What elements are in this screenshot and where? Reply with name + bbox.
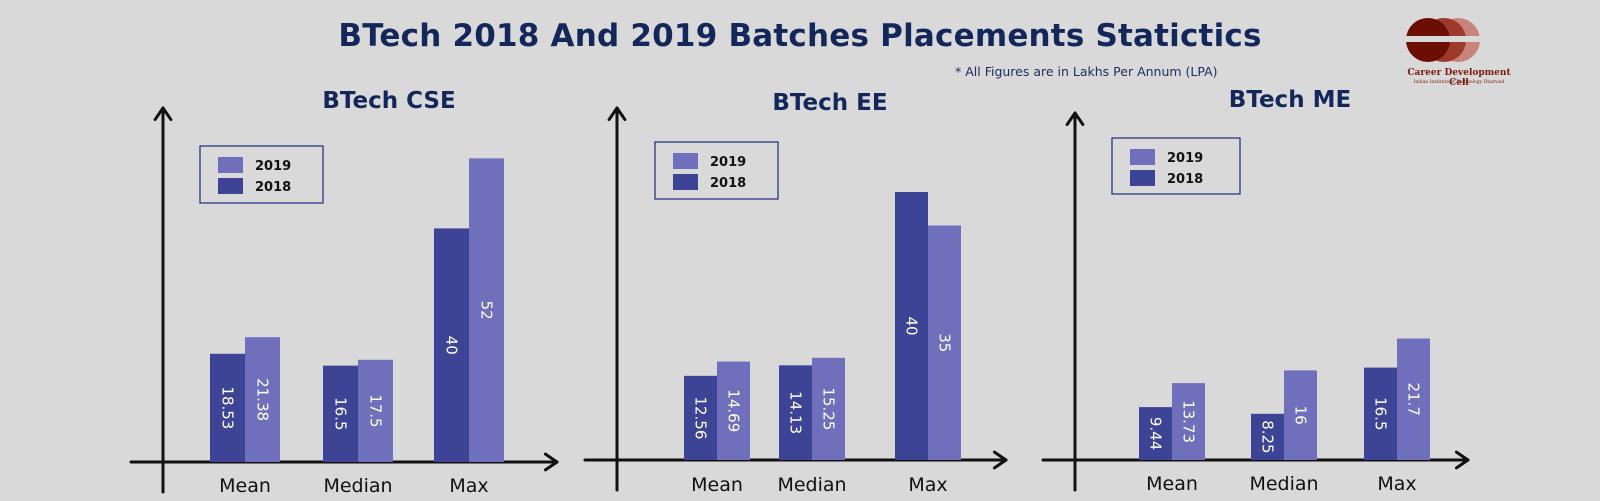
bar-value-label: 40 [903,316,921,335]
bar-value-label: 8.25 [1259,420,1277,453]
bar-2018-mean [1139,407,1172,460]
chart-panel-3: BTech ME 9.44 13.73 Mean 8.25 16 Median 16.5 21.… [1041,87,1470,495]
main-title: BTech 2018 And 2019 Batches Placements S… [338,18,1262,54]
x-tick-label: Median [1249,473,1318,495]
bar-2018-median [323,365,358,462]
x-tick-label: Mean [1146,473,1198,495]
bar-2018-median [779,365,812,460]
legend-label-2019: 2019 [1167,151,1203,166]
bar-value-label: 9.44 [1147,417,1165,450]
legend-swatch-2019 [218,157,243,173]
y-axis-arrow [607,106,627,492]
bar-2018-max [1364,367,1397,460]
legend-swatch-2018 [1130,170,1155,186]
legend-box [199,145,324,204]
bar-2018-max [434,228,469,462]
career-development-cell-logo: Career Development Cell Indian Institute… [1400,14,1518,90]
legend-swatch-2018 [673,174,698,190]
legend-label-2019: 2019 [255,159,291,174]
bar-2019-mean [245,337,280,462]
bar-2019-median [358,359,393,462]
legend-label-2019: 2019 [710,155,746,170]
bar-value-label: 12.56 [692,396,710,439]
legend-box [654,141,779,200]
cdc-logo-icon [1406,18,1496,62]
bar-2019-mean [1172,383,1205,460]
bar-value-label: 13.73 [1180,400,1198,443]
legend-swatch-2018 [218,178,243,194]
x-tick-label: Max [908,474,947,496]
bar-value-label: 15.25 [820,387,838,430]
logo-text: Career Development Cell [1407,68,1511,88]
legend-swatch-2019 [1130,149,1155,165]
bar-value-label: 18.53 [219,386,237,429]
x-tick-label: Mean [691,474,743,496]
legend-label-2018: 2018 [255,180,291,195]
bar-value-label: 16 [1292,406,1310,425]
y-axis-arrow [153,106,173,494]
x-tick-label: Max [449,475,488,497]
chart-title: BTech EE [772,90,887,116]
x-tick-label: Median [777,474,846,496]
legend-label-2018: 2018 [710,176,746,191]
x-tick-label: Max [1377,473,1416,495]
legend-box [1111,137,1241,195]
logo-subtext: Indian Institute of Technology Dharwad [1413,80,1505,85]
bar-2019-max [928,225,961,460]
bar-value-label: 52 [478,301,496,320]
bar-value-label: 21.7 [1405,383,1423,416]
bar-value-label: 16.5 [332,397,350,430]
bar-2019-mean [717,361,750,460]
bar-2019-max [469,158,504,462]
bar-value-label: 40 [443,336,461,355]
bar-2019-median [1284,370,1317,460]
chart-legend: 2019 2018 [199,145,324,204]
chart-panel-2: BTech EE 12.56 14.69 Mean 14.13 15.25 Median 40… [583,90,1008,496]
x-tick-label: Mean [219,475,271,497]
bar-value-label: 14.69 [725,389,743,432]
bar-2018-mean [684,375,717,460]
bar-value-label: 35 [936,333,954,352]
bar-value-label: 16.5 [1372,397,1390,430]
chart-title: BTech CSE [322,88,455,114]
legend-label-2018: 2018 [1167,172,1203,187]
bar-2018-mean [210,353,245,462]
bar-2018-median [1251,413,1284,460]
chart-legend: 2019 2018 [654,141,779,200]
bar-value-label: 14.13 [787,391,805,434]
bar-2018-max [895,192,928,460]
legend-swatch-2019 [673,153,698,169]
y-axis-arrow [1065,111,1085,492]
bar-value-label: 17.5 [367,394,385,427]
x-tick-label: Median [323,475,392,497]
chart-legend: 2019 2018 [1111,137,1241,195]
bar-2019-max [1397,338,1430,460]
units-note: * All Figures are in Lakhs Per Annum (LP… [955,64,1218,79]
chart-title: BTech ME [1229,87,1351,113]
bar-value-label: 21.38 [254,378,272,421]
chart-panel-1: BTech CSE 18.53 21.38 Mean 16.5 17.5 Median 40 5… [129,88,559,497]
bar-2019-median [812,357,845,460]
